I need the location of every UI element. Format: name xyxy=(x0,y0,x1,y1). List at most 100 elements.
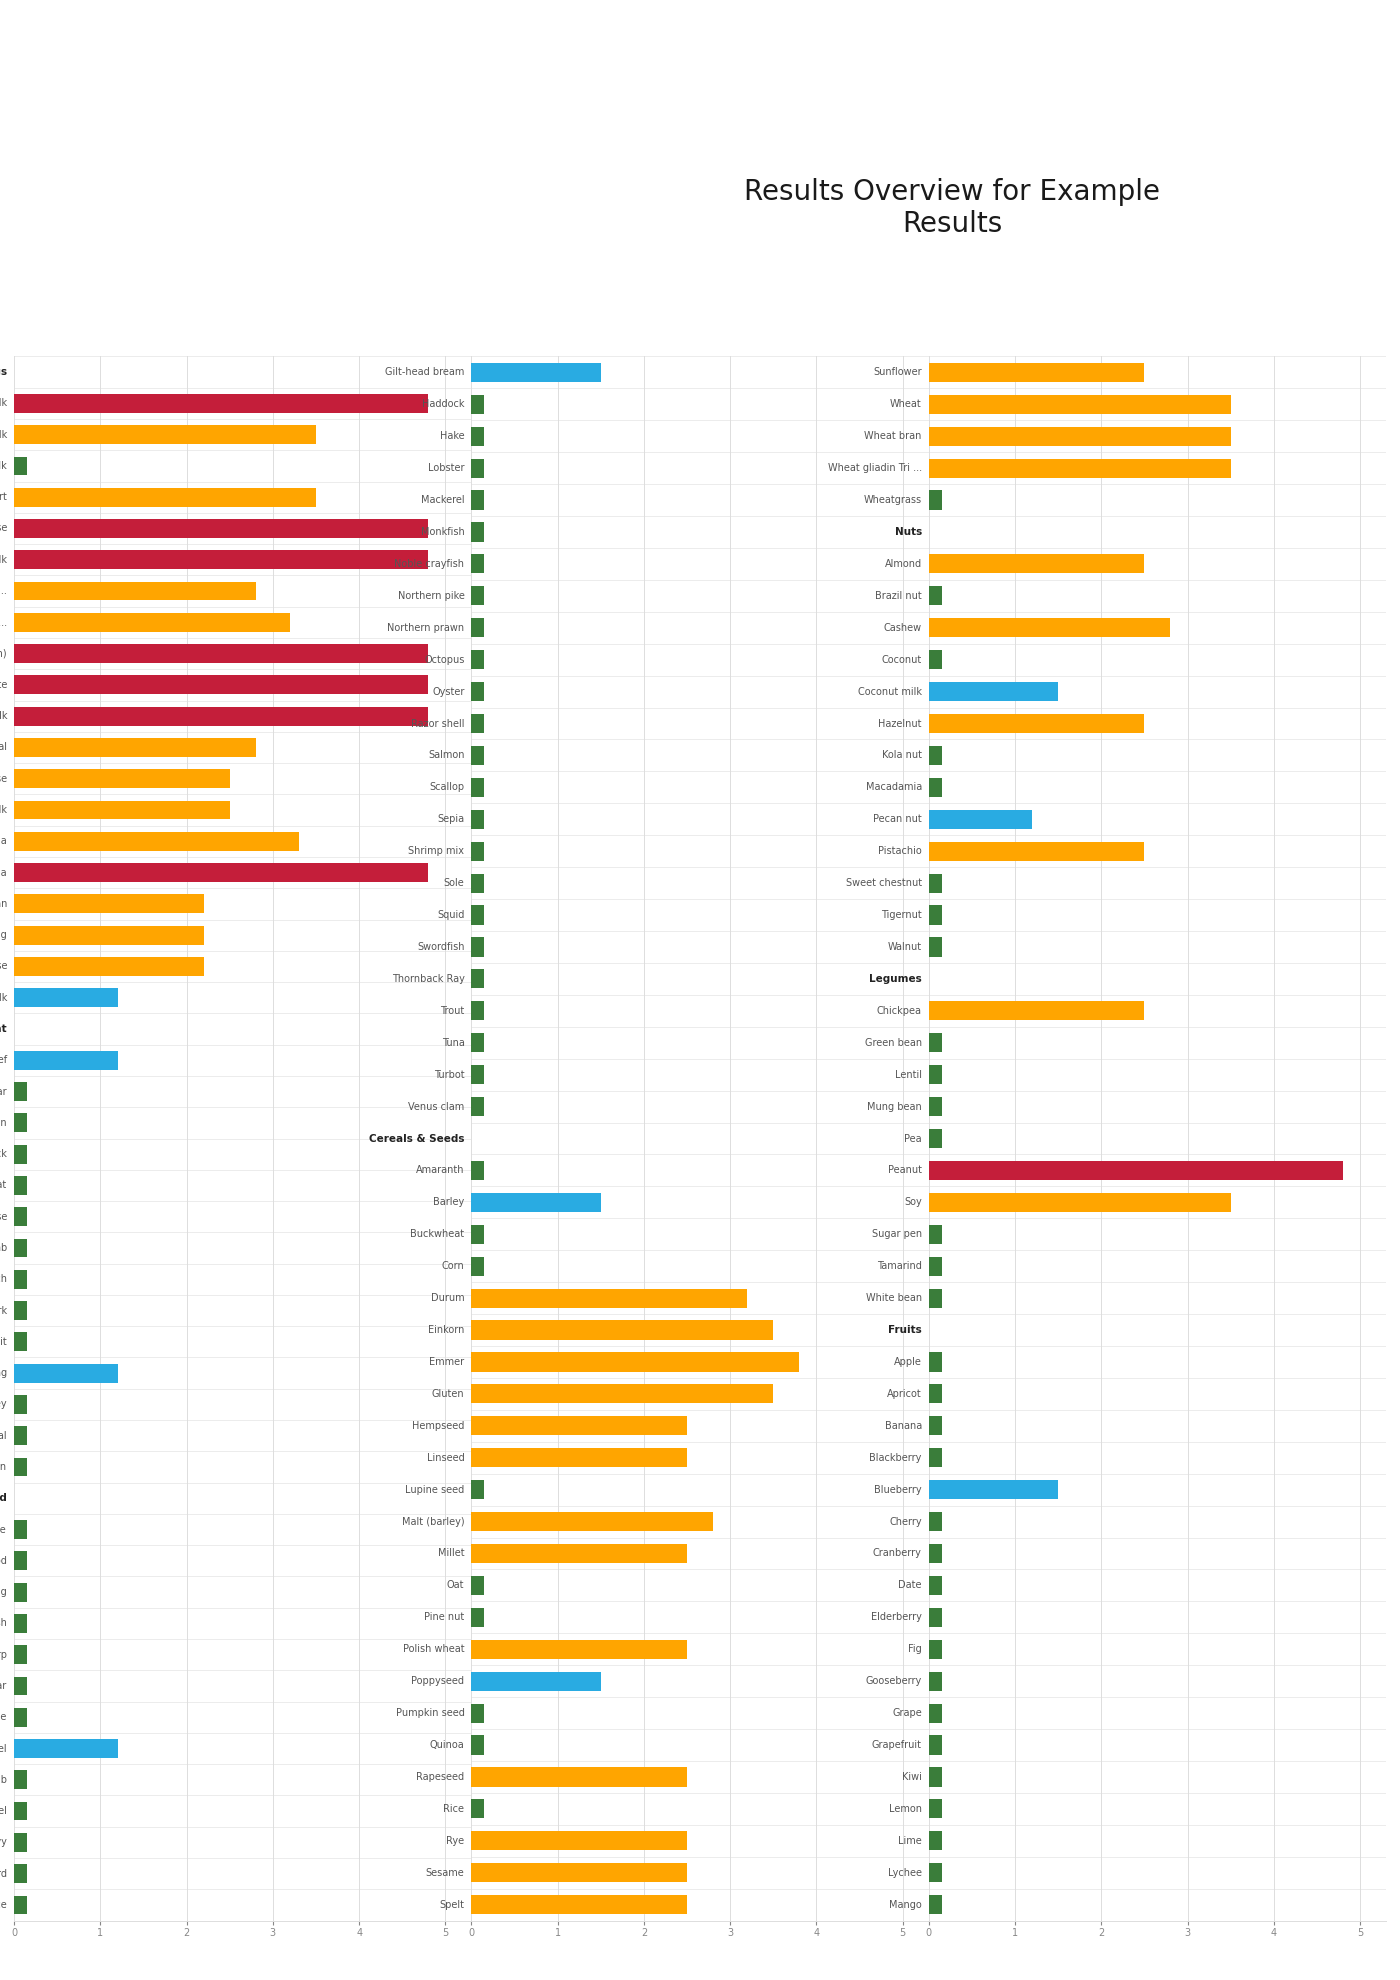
Bar xyxy=(928,1002,1144,1020)
Bar xyxy=(472,586,484,606)
Text: Camembert: Camembert xyxy=(0,493,7,503)
Text: Cranberry: Cranberry xyxy=(872,1548,921,1558)
Text: Kola nut: Kola nut xyxy=(882,750,921,760)
Bar xyxy=(472,1513,713,1531)
Bar xyxy=(472,842,484,861)
Text: Coconut: Coconut xyxy=(882,655,921,665)
Text: Scallop: Scallop xyxy=(430,782,465,792)
Text: Swordfish: Swordfish xyxy=(417,942,465,952)
Text: Cow's milk (Beta-...: Cow's milk (Beta-... xyxy=(0,618,7,628)
Text: Almond: Almond xyxy=(885,558,921,568)
Bar xyxy=(928,649,942,669)
Text: Coconut milk: Coconut milk xyxy=(858,687,921,697)
Text: Date: Date xyxy=(899,1580,921,1590)
Text: European pilchard: European pilchard xyxy=(0,1869,7,1879)
Text: Mango: Mango xyxy=(889,1899,921,1909)
Bar xyxy=(14,1364,118,1382)
Bar xyxy=(928,715,1144,733)
Bar xyxy=(14,1457,27,1477)
Text: Beef: Beef xyxy=(0,1055,7,1065)
Bar xyxy=(472,1192,601,1212)
Text: Crab: Crab xyxy=(0,1774,7,1784)
Text: Sheep cheese: Sheep cheese xyxy=(0,962,7,972)
Bar xyxy=(14,956,204,976)
Text: Pistachio: Pistachio xyxy=(878,845,921,855)
Text: Elderberry: Elderberry xyxy=(871,1612,921,1622)
Text: Results Overview for Example
Results: Results Overview for Example Results xyxy=(743,178,1161,238)
Text: Mackerel: Mackerel xyxy=(421,495,465,505)
Bar xyxy=(472,1832,687,1851)
Text: Green bean: Green bean xyxy=(865,1038,921,1047)
Text: Meat: Meat xyxy=(0,1024,7,1034)
Bar xyxy=(472,1097,484,1117)
Bar xyxy=(14,582,256,600)
Bar xyxy=(472,1226,484,1243)
Bar xyxy=(14,1269,27,1289)
Text: Squid: Squid xyxy=(437,911,465,921)
Bar xyxy=(14,1677,27,1695)
Text: Goat milk: Goat milk xyxy=(0,806,7,816)
Text: Emmental: Emmental xyxy=(0,742,7,752)
Text: Gluten: Gluten xyxy=(431,1388,465,1400)
Text: Tigernut: Tigernut xyxy=(881,911,921,921)
Text: Parmesan: Parmesan xyxy=(0,899,7,909)
Text: Wheatgrass: Wheatgrass xyxy=(864,495,921,505)
Text: Malt (barley): Malt (barley) xyxy=(402,1517,465,1527)
Text: Blackberry: Blackberry xyxy=(869,1453,921,1463)
Bar xyxy=(472,873,484,893)
Text: Apricot: Apricot xyxy=(888,1388,921,1400)
Text: Lentil: Lentil xyxy=(895,1069,921,1079)
Bar xyxy=(472,491,484,509)
Bar xyxy=(928,1160,1343,1180)
Text: Ostrich: Ostrich xyxy=(0,1275,7,1285)
Bar xyxy=(928,681,1058,701)
Text: Shrimp mix: Shrimp mix xyxy=(409,845,465,855)
Text: Gouda: Gouda xyxy=(0,836,7,845)
Text: Rabbit: Rabbit xyxy=(0,1336,7,1346)
Text: Durum: Durum xyxy=(431,1293,465,1303)
Bar xyxy=(14,707,428,725)
Text: Grape: Grape xyxy=(892,1709,921,1719)
Bar xyxy=(14,614,290,632)
Bar xyxy=(14,1176,27,1194)
Text: Lime: Lime xyxy=(897,1835,921,1845)
Bar xyxy=(928,873,942,893)
Text: Pea: Pea xyxy=(904,1133,921,1144)
Text: Lamb: Lamb xyxy=(0,1243,7,1253)
Bar xyxy=(472,1002,484,1020)
Text: Eel: Eel xyxy=(0,1806,7,1816)
Bar xyxy=(14,1645,27,1663)
Bar xyxy=(472,649,484,669)
Bar xyxy=(14,1865,27,1883)
Bar xyxy=(14,487,316,507)
Bar xyxy=(472,618,484,638)
Text: Cherry: Cherry xyxy=(889,1517,921,1527)
Text: Blueberry: Blueberry xyxy=(874,1485,921,1495)
Text: Atlantic herring: Atlantic herring xyxy=(0,1588,7,1598)
Bar xyxy=(928,842,1144,861)
Bar xyxy=(472,810,484,830)
Bar xyxy=(928,1384,942,1404)
Text: Gilt-head bream: Gilt-head bream xyxy=(385,368,465,378)
Text: Amaranth: Amaranth xyxy=(416,1166,465,1176)
Bar xyxy=(472,459,484,477)
Bar xyxy=(928,1065,942,1085)
Bar xyxy=(14,1738,118,1758)
Bar xyxy=(472,1384,773,1404)
Bar xyxy=(472,554,484,574)
Bar xyxy=(14,895,204,913)
Text: Goat: Goat xyxy=(0,1180,7,1190)
Text: Barley: Barley xyxy=(433,1198,465,1208)
Text: Caviar: Caviar xyxy=(0,1681,7,1691)
Bar xyxy=(928,618,1170,638)
Text: Peanut: Peanut xyxy=(888,1166,921,1176)
Bar xyxy=(14,863,428,881)
Bar xyxy=(14,1301,27,1321)
Text: Trout: Trout xyxy=(440,1006,465,1016)
Bar xyxy=(14,1833,27,1851)
Bar xyxy=(928,937,942,956)
Bar xyxy=(472,1608,484,1628)
Bar xyxy=(472,1703,484,1723)
Text: Sugar pen: Sugar pen xyxy=(872,1230,921,1239)
Text: Rapeseed: Rapeseed xyxy=(416,1772,465,1782)
